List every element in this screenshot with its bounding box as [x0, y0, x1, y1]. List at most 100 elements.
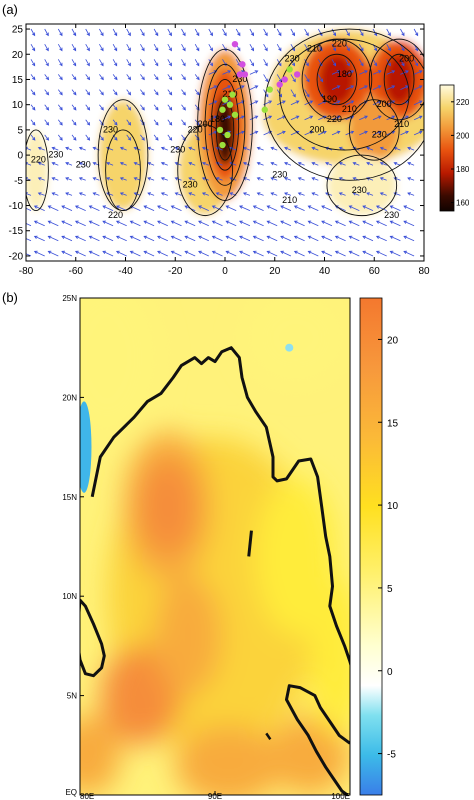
wind-vector — [33, 235, 45, 242]
wind-vector — [304, 74, 310, 83]
wind-vector — [37, 162, 45, 166]
wind-vector — [88, 250, 100, 257]
wind-vector — [153, 119, 159, 126]
x-tick-label: 100E — [331, 792, 350, 800]
wind-vector — [331, 44, 336, 52]
wind-vector — [47, 205, 59, 211]
wind-vector — [61, 220, 73, 227]
olr-region — [26, 129, 49, 211]
olr-region — [349, 99, 400, 161]
wind-vector — [211, 220, 223, 227]
wind-vector — [266, 250, 278, 257]
wind-vector — [359, 85, 368, 90]
wind-vector — [170, 235, 182, 242]
wind-vector — [249, 85, 259, 90]
contour-label: 180 — [337, 69, 352, 79]
wind-vector — [215, 192, 223, 196]
wind-vector — [352, 162, 360, 166]
wind-vector — [78, 177, 86, 181]
olr-contour — [105, 129, 141, 212]
scatter-point-green — [229, 91, 236, 98]
wind-vector — [71, 28, 77, 37]
wind-vector — [184, 250, 196, 257]
wind-vector — [290, 100, 300, 106]
wind-vector — [119, 177, 127, 181]
wind-vector — [74, 205, 86, 211]
wind-vector — [331, 70, 341, 75]
wind-vector — [102, 205, 114, 211]
contour-label: 230 — [272, 170, 287, 180]
wind-vector — [37, 177, 45, 181]
olr-contour — [197, 48, 253, 201]
x-tick-label: -80 — [19, 266, 34, 277]
y-tick-label: 10 — [12, 100, 24, 111]
wind-vector — [30, 119, 36, 126]
wind-vector — [297, 192, 305, 196]
wind-vector — [181, 104, 186, 111]
wind-vector — [280, 235, 292, 242]
wind-vector — [352, 192, 360, 196]
contour-label: 230 — [103, 124, 118, 134]
wind-vector — [290, 74, 296, 83]
wind-vector — [153, 59, 159, 67]
wind-vector — [115, 205, 127, 211]
wind-vector — [297, 146, 305, 151]
wind-vector — [51, 192, 59, 196]
wind-vector — [252, 250, 264, 257]
wind-vector — [88, 205, 100, 211]
contour-label: 220 — [31, 155, 46, 165]
contour-label: 200 — [310, 124, 325, 134]
wind-vector — [379, 177, 387, 181]
coastline — [90, 346, 350, 668]
anomaly-field — [80, 298, 350, 795]
wind-vector — [198, 220, 209, 227]
wind-vector — [239, 220, 251, 227]
wind-vector — [211, 235, 223, 242]
wind-vector — [372, 130, 382, 136]
olr-region — [319, 54, 355, 105]
wind-vector — [321, 205, 333, 211]
wind-vector — [266, 205, 278, 211]
wind-vector — [112, 119, 118, 126]
scatter-point-magenta — [293, 71, 301, 78]
wind-vector — [65, 177, 73, 181]
contour-label: 230 — [232, 74, 247, 84]
wind-vector — [345, 85, 355, 90]
contour-label: 230 — [352, 185, 367, 195]
wind-vector — [71, 89, 77, 96]
wind-vector — [235, 28, 241, 37]
wind-vector — [284, 162, 292, 166]
contour-label: 230 — [76, 160, 91, 170]
wind-vector — [266, 220, 278, 227]
colorbar-a-tick-label: 200 — [456, 131, 470, 140]
y-tick-label: 25 — [12, 25, 24, 36]
wind-vector — [366, 162, 374, 166]
wind-vector — [270, 146, 278, 151]
wind-vector — [366, 192, 374, 196]
wind-vector — [30, 74, 36, 81]
y-tick-label: 5 — [17, 125, 23, 136]
wind-vector — [359, 130, 368, 136]
wind-vector — [167, 119, 173, 126]
wind-vector — [211, 250, 223, 257]
x-tick-label: 80 — [418, 266, 430, 277]
x-tick-label: -60 — [69, 266, 84, 277]
wind-vector — [413, 59, 419, 67]
wind-vector — [379, 192, 387, 196]
wind-vector — [167, 59, 172, 67]
wind-vector — [106, 177, 114, 181]
wind-vector — [106, 162, 114, 166]
wind-vector — [167, 89, 173, 96]
wind-vector — [133, 146, 141, 151]
wind-vector — [321, 220, 333, 227]
wind-vector — [215, 146, 223, 151]
colorbar-a-tick-label: 220 — [456, 98, 470, 107]
wind-vector — [359, 115, 368, 121]
wind-vector — [358, 28, 364, 37]
wind-vector — [115, 220, 127, 227]
wind-vector — [26, 253, 32, 257]
y-tick-label: 25N — [62, 294, 77, 303]
wind-vector — [372, 85, 382, 90]
wind-vector — [304, 130, 314, 136]
